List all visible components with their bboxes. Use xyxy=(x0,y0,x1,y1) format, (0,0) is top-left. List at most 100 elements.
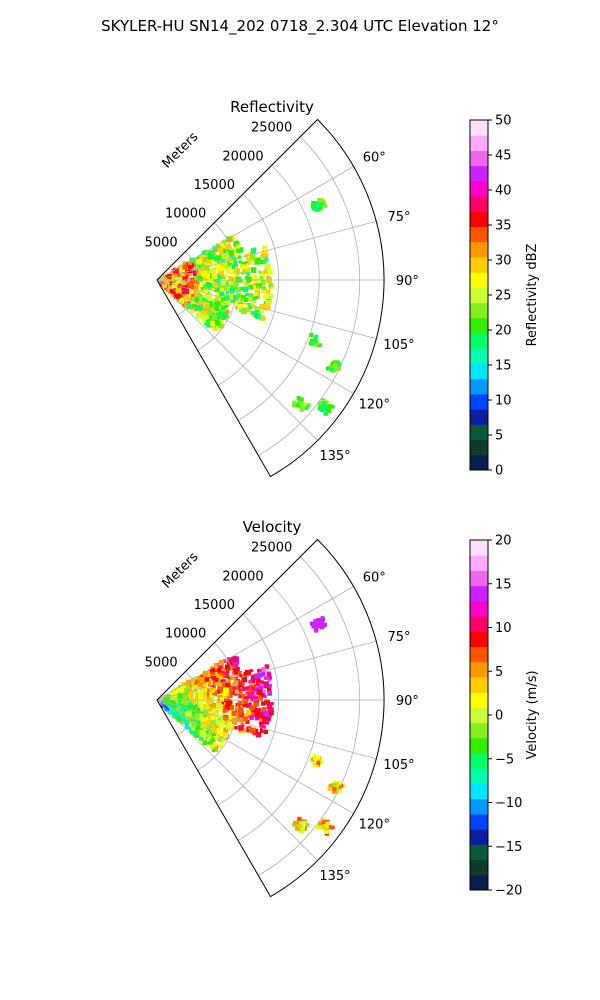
radar-cell xyxy=(229,255,234,260)
azimuth-spoke xyxy=(156,279,354,394)
radar-cell xyxy=(264,699,269,704)
radar-cell xyxy=(200,308,204,312)
radar-cell xyxy=(259,276,264,280)
radar-cell xyxy=(225,669,230,674)
radar-cell xyxy=(211,307,217,312)
radar-cell xyxy=(256,689,263,696)
azimuth-spoke xyxy=(156,279,318,441)
range-tick-label: 10000 xyxy=(165,627,206,642)
radar-cell xyxy=(175,287,182,294)
radar-cell xyxy=(187,282,194,289)
radar-cell xyxy=(192,688,197,693)
radar-cell xyxy=(217,686,222,691)
radar-cell xyxy=(206,310,212,316)
radar-cell xyxy=(188,692,194,699)
reflectivity-colorbar: 0 5 10 15 20 25 30 35 40 45 50 Reflectivity dBZ xyxy=(469,114,540,479)
radar-cell xyxy=(263,294,268,300)
radar-cell xyxy=(249,255,255,261)
colorbar-bin xyxy=(470,859,488,876)
colorbar-bin xyxy=(470,241,488,258)
radar-cell xyxy=(214,306,219,312)
radar-cell xyxy=(327,824,332,829)
radar-cell xyxy=(259,673,263,678)
radar-cell xyxy=(232,283,236,287)
radar-cell xyxy=(205,269,211,274)
radar-cell xyxy=(171,703,176,708)
radar-cell xyxy=(254,290,260,296)
radar-cell xyxy=(261,701,266,706)
radar-cell xyxy=(203,282,208,287)
radar-cell xyxy=(188,263,194,269)
radar-cell xyxy=(221,670,226,674)
radar-cell xyxy=(247,259,252,264)
radar-cell xyxy=(205,258,212,264)
radar-cell xyxy=(233,240,240,247)
radar-cell xyxy=(254,712,259,717)
radar-cell xyxy=(207,727,212,731)
radar-cell xyxy=(330,404,335,409)
radar-cell xyxy=(234,273,240,279)
radar-cell xyxy=(319,826,324,830)
radar-cell xyxy=(195,708,201,713)
radar-cell xyxy=(332,780,337,785)
radar-cell xyxy=(220,698,227,705)
radar-cell xyxy=(333,363,337,368)
radar-cell xyxy=(323,203,328,208)
radar-cell xyxy=(213,325,219,331)
radar-cell xyxy=(250,248,257,254)
radar-cell xyxy=(206,714,210,718)
radar-cell xyxy=(200,287,204,291)
azimuth-spoke xyxy=(156,699,318,861)
radar-cell xyxy=(269,282,274,287)
radar-cell xyxy=(177,703,184,710)
radar-cell xyxy=(184,687,189,693)
radar-cell xyxy=(193,270,198,274)
radar-cell xyxy=(254,313,258,318)
radar-cell xyxy=(262,689,266,694)
radar-cell xyxy=(214,263,220,269)
radar-cell xyxy=(214,745,219,750)
radar-cell xyxy=(225,309,230,314)
radar-cell xyxy=(255,313,261,320)
radar-cell xyxy=(257,695,264,702)
radar-cell xyxy=(213,680,219,686)
radar-cell xyxy=(310,341,315,346)
radar-cell xyxy=(205,273,211,279)
radar-cell xyxy=(263,730,268,735)
radar-cell xyxy=(240,723,245,727)
radar-cell xyxy=(228,727,232,731)
radar-cell xyxy=(206,276,212,282)
radar-cell xyxy=(324,400,329,405)
radar-cell xyxy=(217,266,222,272)
range-tick-label: 20000 xyxy=(222,149,263,164)
radar-cell xyxy=(180,280,186,286)
radar-cell xyxy=(188,295,194,301)
radar-cell xyxy=(245,703,249,707)
radar-cell xyxy=(254,702,259,707)
colorbar-bin xyxy=(470,798,488,815)
radar-cell xyxy=(192,730,198,736)
colorbar-bin xyxy=(470,196,488,212)
radar-cell xyxy=(224,304,228,308)
radar-cell xyxy=(209,702,214,707)
radar-cell xyxy=(193,713,200,720)
radar-cell xyxy=(327,786,332,791)
azimuth-tick-label: 135° xyxy=(319,449,350,464)
colorbar-tick-label: 20 xyxy=(495,534,512,549)
radar-cell xyxy=(320,198,325,203)
radar-cell xyxy=(263,681,269,687)
range-ring xyxy=(197,222,239,351)
radar-cell xyxy=(215,724,219,728)
radar-cell xyxy=(260,680,264,684)
radar-cell xyxy=(330,825,335,830)
radar-cell xyxy=(223,733,229,739)
radar-cell xyxy=(232,256,237,261)
azimuth-spoke xyxy=(156,699,377,760)
colorbar-tick-label: 25 xyxy=(495,289,512,304)
radar-cell xyxy=(309,332,314,337)
radar-cell xyxy=(229,259,233,263)
radar-cell xyxy=(320,616,325,621)
radar-cell xyxy=(237,708,244,714)
radar-cell xyxy=(175,707,180,711)
radar-cell xyxy=(241,261,247,267)
